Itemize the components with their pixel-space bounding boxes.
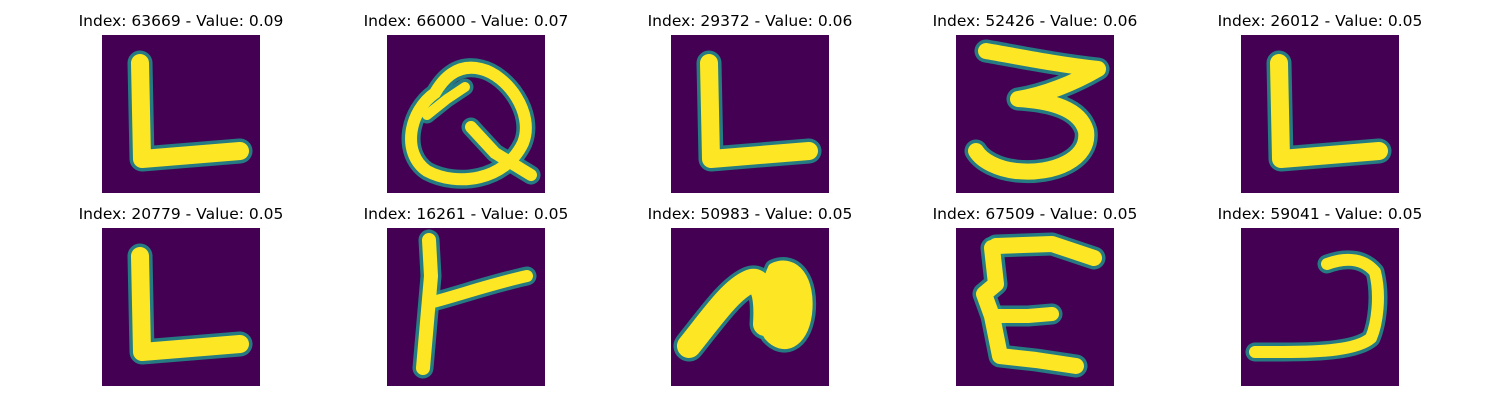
glyph-drawing: [387, 228, 545, 386]
glyph-stroke: [764, 266, 808, 345]
sample-image: [1241, 228, 1399, 386]
glyph-drawing: [1241, 35, 1399, 193]
panel-title: Index: 16261 - Value: 0.05: [316, 203, 616, 225]
glyph-drawing: [956, 35, 1114, 193]
sample-image: [956, 35, 1114, 193]
panel-title: Index: 63669 - Value: 0.09: [31, 10, 331, 32]
glyph-drawing: [671, 228, 829, 386]
grid-panel: Index: 26012 - Value: 0.05: [1170, 0, 1470, 193]
panel-title: Index: 52426 - Value: 0.06: [885, 10, 1185, 32]
grid-panel: Index: 63669 - Value: 0.09: [31, 0, 331, 193]
glyph-drawing: [956, 228, 1114, 386]
grid-panel: Index: 29372 - Value: 0.06: [600, 0, 900, 193]
sample-image: [387, 35, 545, 193]
sample-image: [102, 228, 260, 386]
grid-panel: Index: 20779 - Value: 0.05: [31, 193, 331, 386]
panel-title: Index: 59041 - Value: 0.05: [1170, 203, 1470, 225]
grid-panel: Index: 59041 - Value: 0.05: [1170, 193, 1470, 386]
glyph-stroke: [1255, 260, 1378, 352]
glyph-drawing: [387, 35, 545, 193]
panel-title: Index: 67509 - Value: 0.05: [885, 203, 1185, 225]
grid-panel: Index: 52426 - Value: 0.06: [885, 0, 1185, 193]
glyph-drawing: [102, 35, 260, 193]
panel-title: Index: 66000 - Value: 0.07: [316, 10, 616, 32]
sample-image: [671, 228, 829, 386]
grid-panel: Index: 16261 - Value: 0.05: [316, 193, 616, 386]
glyph-drawing: [1241, 228, 1399, 386]
sample-image: [102, 35, 260, 193]
panel-title: Index: 29372 - Value: 0.06: [600, 10, 900, 32]
glyph-stroke: [994, 314, 1052, 316]
panel-title: Index: 26012 - Value: 0.05: [1170, 10, 1470, 32]
panel-title: Index: 50983 - Value: 0.05: [600, 203, 900, 225]
sample-image: [671, 35, 829, 193]
sample-image: [387, 228, 545, 386]
sample-image: [1241, 35, 1399, 193]
grid-panel: Index: 66000 - Value: 0.07: [316, 0, 616, 193]
grid-panel: Index: 67509 - Value: 0.05: [885, 193, 1185, 386]
grid-panel: Index: 50983 - Value: 0.05: [600, 193, 900, 386]
sample-image: [956, 228, 1114, 386]
glyph-drawing: [102, 228, 260, 386]
glyph-drawing: [671, 35, 829, 193]
panel-title: Index: 20779 - Value: 0.05: [31, 203, 331, 225]
glyph-stroke: [689, 281, 765, 346]
